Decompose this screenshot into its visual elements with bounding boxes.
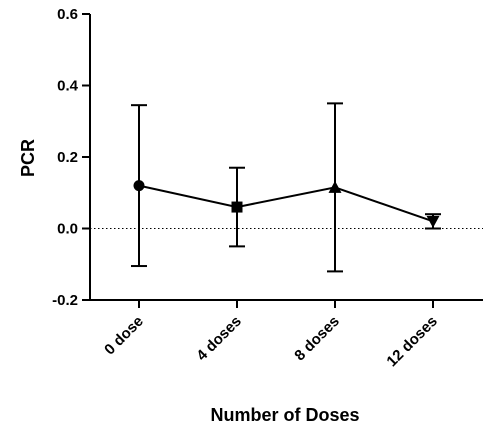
x-tick-label: 4 doses: [193, 313, 245, 365]
data-point-square: [231, 201, 243, 213]
data-point-triangle-down: [426, 215, 440, 228]
y-tick-label: 0.4: [57, 78, 79, 95]
x-tick-label: 12 doses: [383, 313, 440, 370]
y-axis-title: PCR: [18, 139, 38, 177]
x-tick-label: 0 dose: [101, 313, 147, 359]
x-axis-title: Number of Doses: [210, 405, 359, 425]
y-tick-label: 0.6: [57, 6, 78, 23]
data-point-triangle-up: [328, 180, 342, 193]
y-tick-label: -0.2: [52, 292, 78, 309]
x-tick-label: 8 doses: [291, 313, 343, 365]
y-ticks: -0.2 0.0 0.2 0.4 0.6: [52, 6, 90, 309]
y-tick-label: 0.0: [57, 221, 78, 238]
y-tick-label: 0.2: [57, 149, 78, 166]
data-point-circle: [133, 180, 145, 192]
series-layer: [131, 102, 441, 273]
x-ticks: 0 dose 4 doses 8 doses 12 doses: [101, 300, 441, 370]
series-line: [138, 184, 434, 223]
axes: [89, 14, 483, 301]
